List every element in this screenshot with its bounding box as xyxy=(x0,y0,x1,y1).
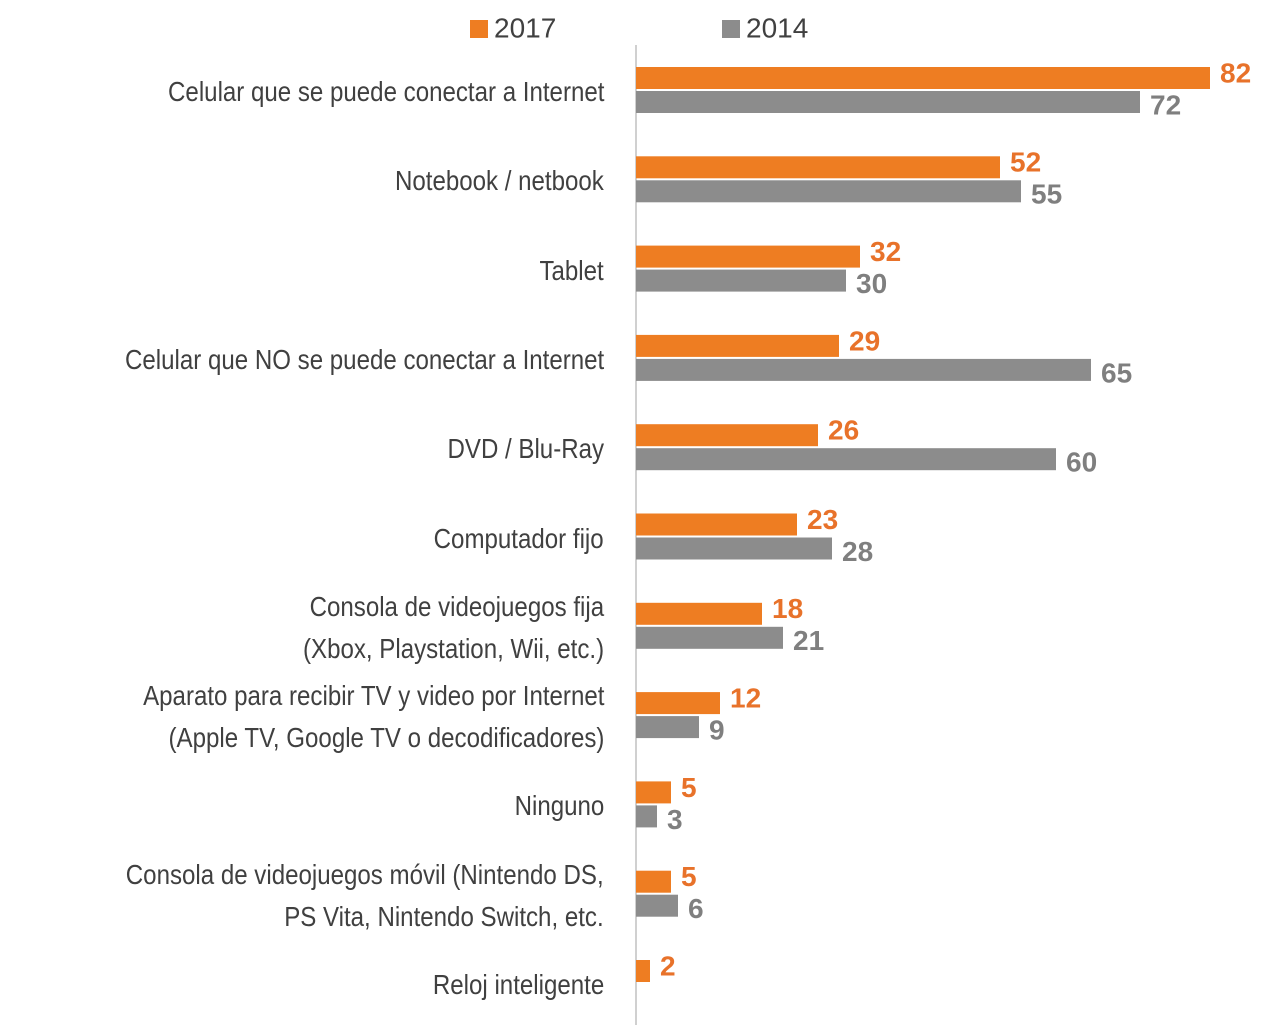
bar xyxy=(636,180,1021,203)
value-label: 26 xyxy=(828,415,859,446)
legend-label: 2017 xyxy=(494,12,556,43)
category-label: Tablet xyxy=(539,254,604,286)
value-label: 32 xyxy=(870,236,901,267)
bar xyxy=(636,334,839,357)
value-label: 72 xyxy=(1150,89,1181,120)
bar xyxy=(636,894,678,917)
bar xyxy=(636,716,699,739)
value-label: 52 xyxy=(1010,147,1041,178)
value-label: 18 xyxy=(772,593,803,624)
bar xyxy=(636,870,671,893)
value-label: 12 xyxy=(730,682,761,713)
bar xyxy=(636,805,657,828)
legend-swatch xyxy=(470,20,488,38)
value-label: 82 xyxy=(1220,57,1251,88)
value-label: 29 xyxy=(849,325,880,356)
bar xyxy=(636,626,783,649)
value-label: 5 xyxy=(681,772,697,803)
bar xyxy=(636,156,1000,179)
value-label: 65 xyxy=(1101,357,1132,388)
value-label: 6 xyxy=(688,893,704,924)
value-label: 60 xyxy=(1066,447,1097,478)
value-label: 21 xyxy=(793,625,824,656)
bar xyxy=(636,67,1210,89)
value-label: 30 xyxy=(856,268,887,299)
value-label: 23 xyxy=(807,504,838,535)
value-label: 9 xyxy=(709,714,725,745)
legend-swatch xyxy=(722,20,740,38)
bar xyxy=(636,358,1091,381)
value-label: 5 xyxy=(681,861,697,892)
bar xyxy=(636,781,671,804)
value-label: 2 xyxy=(660,950,676,981)
bar xyxy=(636,692,720,715)
bar xyxy=(636,602,762,625)
value-label: 28 xyxy=(842,536,873,567)
category-label: Consola de videojuegos fija (Xbox, Plays… xyxy=(302,590,604,664)
category-label: Notebook / netbook xyxy=(395,165,604,197)
bar xyxy=(636,91,1140,113)
category-label: Aparato para recibir TV y video por Inte… xyxy=(142,680,604,754)
value-label: 55 xyxy=(1031,179,1062,210)
category-label: Computador fijo xyxy=(434,522,604,554)
value-label: 3 xyxy=(667,804,683,835)
bar xyxy=(636,537,832,560)
bar xyxy=(636,245,860,268)
category-label: Reloj inteligente xyxy=(432,969,604,1000)
category-label: Ninguno xyxy=(514,790,604,822)
category-label: Celular que se puede conectar a Internet xyxy=(167,76,604,107)
category-label: Consola de videojuegos móvil (Nintendo D… xyxy=(126,858,604,932)
legend-label: 2014 xyxy=(746,12,808,43)
bar xyxy=(636,448,1056,471)
bar xyxy=(636,960,650,982)
bar xyxy=(636,269,846,292)
category-label: DVD / Blu-Ray xyxy=(447,433,604,465)
category-label: Celular que NO se puede conectar a Inter… xyxy=(124,343,604,375)
bar xyxy=(636,513,797,536)
bar xyxy=(636,424,818,447)
